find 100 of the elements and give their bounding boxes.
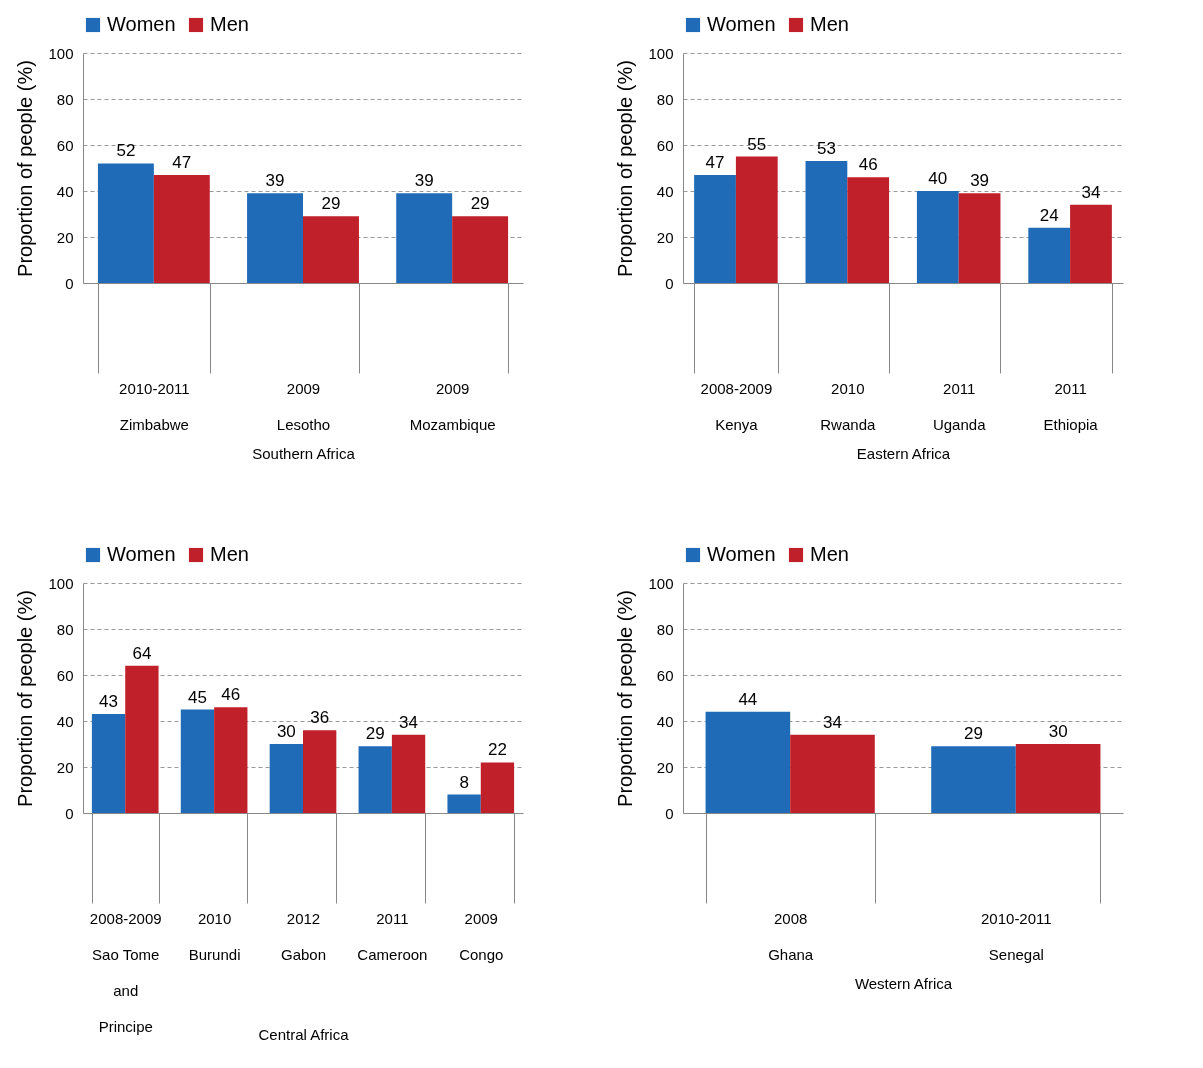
legend-label: Women (707, 13, 776, 35)
bar (447, 794, 481, 813)
bar (1028, 227, 1071, 283)
y-tick-label: 100 (648, 44, 674, 62)
y-tick-label: 20 (656, 758, 674, 776)
bar (214, 707, 248, 813)
legend-label: Women (107, 13, 176, 35)
bar (916, 191, 959, 283)
data-label: 55 (747, 134, 767, 154)
category-label: 2009 Lesotho (276, 379, 331, 433)
bar (480, 762, 515, 813)
bar (391, 734, 426, 813)
bar (97, 163, 154, 283)
legend-label: Women (707, 543, 776, 565)
y-tick-label: 80 (56, 620, 74, 638)
bar (396, 193, 453, 283)
x-axis-title: Eastern Africa (856, 444, 951, 462)
data-label: 45 (187, 687, 207, 707)
category-label: 2009 Mozambique (409, 379, 496, 433)
bar (303, 730, 337, 813)
category-label: 2010 Burundi (188, 909, 241, 963)
bar (790, 734, 875, 813)
bar (91, 714, 126, 813)
y-tick-label: 60 (656, 666, 674, 684)
y-tick-label: 40 (656, 182, 674, 200)
data-label: 46 (858, 155, 878, 175)
data-label: 30 (1048, 722, 1068, 741)
y-tick-label: 80 (56, 90, 74, 108)
bar (358, 746, 392, 813)
bar (1015, 744, 1101, 813)
category-label: 2008 Ghana (768, 909, 814, 963)
bar (180, 709, 215, 813)
y-tick-label: 40 (56, 182, 74, 200)
data-label: 43 (99, 692, 119, 712)
bar (931, 746, 1016, 813)
bar (125, 665, 159, 813)
category-label: 2012 Gabon (280, 909, 327, 963)
category-label: 2009 Congo (459, 909, 504, 963)
data-label: 29 (321, 194, 341, 214)
y-tick-label: 0 (65, 804, 74, 822)
category-label: 2010-2011 Senegal (981, 909, 1052, 963)
data-label: 8 (459, 772, 469, 792)
bar (247, 193, 303, 283)
category-label: 2008-2009 Kenya (700, 379, 773, 433)
data-label: 30 (276, 722, 296, 741)
y-tick-label: 100 (648, 574, 674, 592)
y-tick-label: 60 (656, 136, 674, 154)
bar (705, 711, 791, 813)
y-tick-label: 100 (48, 44, 74, 62)
y-tick-label: 0 (665, 804, 674, 822)
bar (735, 156, 778, 283)
bar (269, 744, 303, 813)
category-label: 2011 Uganda (932, 379, 986, 433)
category-label: 2010 Rwanda (820, 379, 876, 433)
data-label: 34 (823, 712, 842, 732)
y-tick-label: 100 (48, 574, 74, 592)
y-tick-label: 60 (56, 136, 74, 154)
legend-label: Men (810, 13, 849, 35)
y-axis-title: Proportion of people (%) (14, 60, 37, 277)
data-label: 44 (738, 689, 758, 709)
data-label: 36 (310, 708, 330, 728)
data-label: 39 (970, 171, 990, 191)
y-axis-title: Proportion of people (%) (614, 60, 637, 277)
y-tick-label: 40 (656, 712, 674, 730)
y-tick-label: 40 (56, 712, 74, 730)
x-axis-title: Central Africa (258, 1025, 350, 1043)
legend-label: Men (810, 543, 849, 565)
data-label: 53 (816, 139, 836, 159)
category-label: 2008-2009 Sao Tome and Principe (89, 909, 162, 1035)
x-axis-title: Southern Africa (252, 444, 356, 462)
data-label: 47 (705, 152, 725, 172)
y-tick-label: 0 (665, 274, 674, 292)
bar (805, 161, 848, 283)
data-label: 52 (116, 141, 136, 161)
category-label: 2010-2011 Zimbabwe (119, 379, 190, 433)
category-label: 2011 Cameroon (357, 909, 428, 963)
legend-label: Men (210, 543, 249, 565)
category-label: 2011 Ethiopia (1043, 379, 1098, 433)
legend-label: Women (107, 543, 176, 565)
bar (847, 177, 890, 283)
y-tick-label: 80 (656, 620, 674, 638)
y-tick-label: 20 (56, 758, 74, 776)
data-label: 64 (132, 643, 152, 663)
data-label: 34 (399, 712, 419, 732)
data-label: 29 (365, 724, 385, 744)
data-label: 39 (265, 171, 285, 191)
bar (958, 193, 1001, 283)
data-label: 46 (221, 685, 241, 705)
data-label: 34 (1081, 182, 1101, 202)
y-tick-label: 20 (56, 228, 74, 246)
y-tick-label: 20 (656, 228, 674, 246)
y-tick-label: 0 (65, 274, 74, 292)
data-label: 22 (487, 740, 507, 760)
x-axis-title: Western Africa (854, 974, 953, 992)
y-axis-title: Proportion of people (%) (14, 590, 37, 807)
legend-label: Men (210, 13, 249, 35)
data-label: 39 (414, 171, 434, 191)
data-label: 40 (928, 169, 948, 188)
y-axis-title: Proportion of people (%) (614, 590, 637, 807)
bar (694, 174, 736, 283)
